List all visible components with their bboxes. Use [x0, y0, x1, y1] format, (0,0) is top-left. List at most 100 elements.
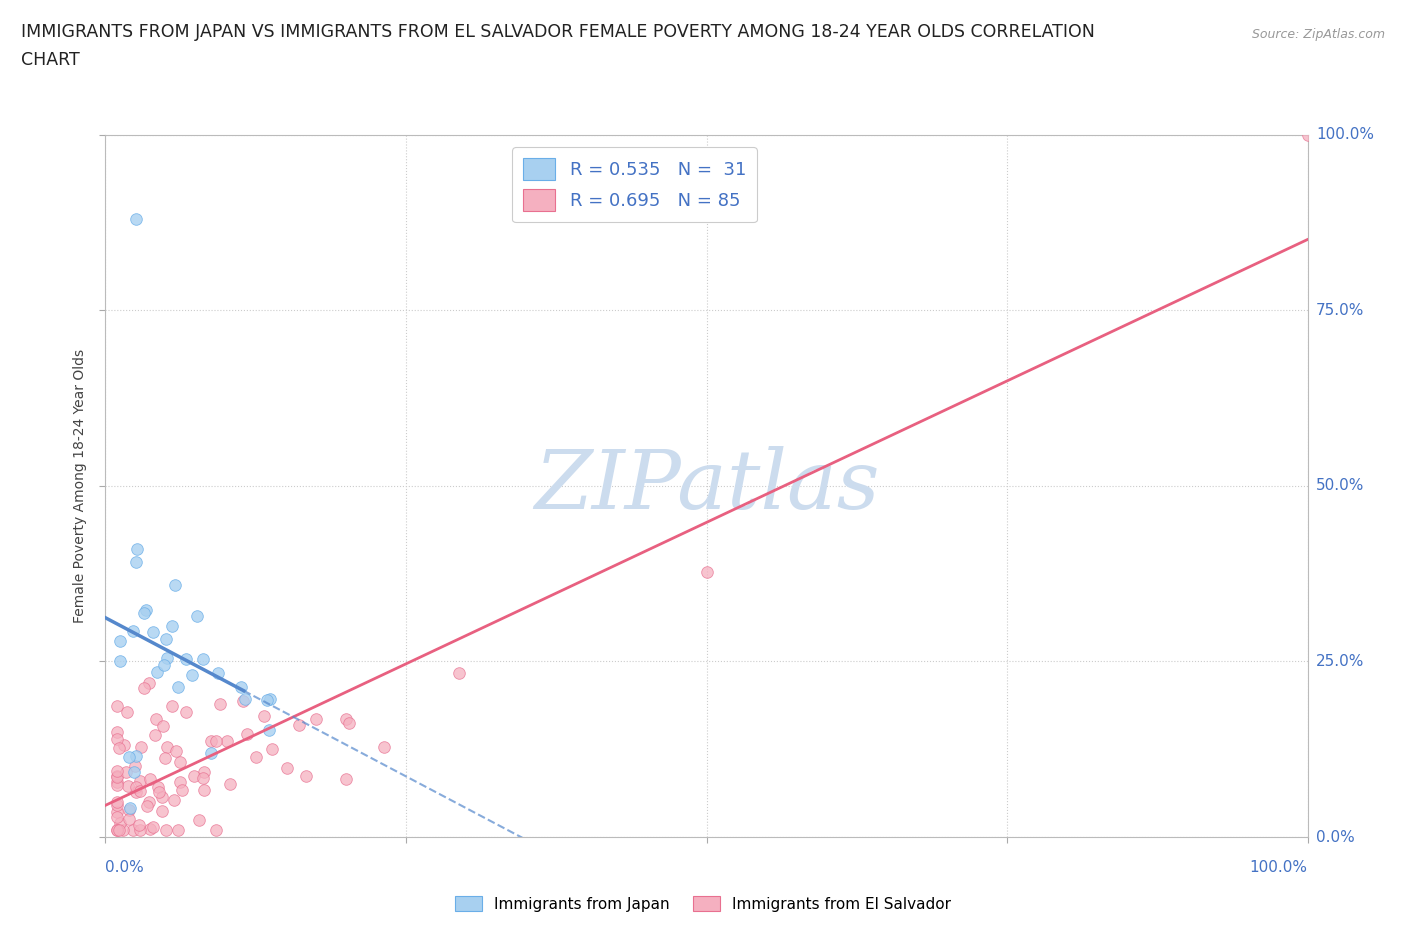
Point: [115, 705, 138, 720]
Point: [200, 734, 222, 749]
Text: 100.0%: 100.0%: [1316, 127, 1374, 142]
Point: [132, 605, 155, 620]
Point: [145, 664, 167, 679]
Point: [295, 768, 318, 783]
Point: [122, 764, 145, 779]
Point: [107, 822, 129, 837]
Point: [124, 749, 146, 764]
Point: [156, 650, 179, 665]
Point: [236, 726, 259, 741]
Point: [142, 820, 165, 835]
Point: [193, 652, 215, 667]
Text: 50.0%: 50.0%: [1316, 478, 1364, 494]
Point: [169, 774, 191, 789]
Point: [205, 734, 228, 749]
Point: [1296, 127, 1319, 142]
Point: [124, 779, 146, 794]
Point: [139, 772, 162, 787]
Point: [169, 754, 191, 769]
Point: [160, 618, 183, 633]
Point: [208, 697, 231, 711]
Point: [129, 783, 152, 798]
Point: [138, 795, 160, 810]
Point: [138, 675, 160, 690]
Text: CHART: CHART: [21, 51, 80, 69]
Point: [219, 777, 242, 791]
Point: [107, 698, 129, 713]
Point: [132, 681, 155, 696]
Point: [447, 666, 470, 681]
Point: [118, 803, 141, 817]
Point: [108, 816, 131, 830]
Point: [191, 771, 214, 786]
Point: [112, 822, 135, 837]
Point: [335, 772, 357, 787]
Point: [276, 761, 298, 776]
Point: [110, 653, 132, 668]
Point: [335, 711, 357, 726]
Point: [107, 731, 129, 746]
Legend: Immigrants from Japan, Immigrants from El Salvador: Immigrants from Japan, Immigrants from E…: [449, 889, 957, 918]
Point: [256, 693, 278, 708]
Point: [122, 822, 145, 837]
Point: [193, 764, 215, 779]
Point: [107, 810, 129, 825]
Point: [143, 728, 166, 743]
Text: IMMIGRANTS FROM JAPAN VS IMMIGRANTS FROM EL SALVADOR FEMALE POVERTY AMONG 18-24 : IMMIGRANTS FROM JAPAN VS IMMIGRANTS FROM…: [21, 23, 1095, 41]
Point: [142, 625, 165, 640]
Point: [148, 785, 170, 800]
Point: [305, 711, 328, 726]
Text: 100.0%: 100.0%: [1250, 860, 1308, 875]
Point: [245, 749, 267, 764]
Point: [107, 769, 129, 784]
Point: [193, 783, 215, 798]
Point: [167, 822, 190, 837]
Point: [107, 777, 129, 792]
Point: [124, 758, 146, 773]
Text: 75.0%: 75.0%: [1316, 303, 1364, 318]
Legend: R = 0.535   N =  31, R = 0.695   N = 85: R = 0.535 N = 31, R = 0.695 N = 85: [512, 147, 756, 222]
Text: ZIPatlas: ZIPatlas: [534, 445, 879, 526]
Point: [165, 578, 187, 592]
Point: [153, 751, 176, 765]
Point: [200, 745, 222, 760]
Point: [107, 794, 129, 809]
Point: [129, 739, 152, 754]
Point: [253, 709, 276, 724]
Text: 25.0%: 25.0%: [1316, 654, 1364, 669]
Point: [128, 817, 150, 832]
Point: [117, 778, 139, 793]
Point: [373, 739, 395, 754]
Point: [176, 704, 198, 719]
Point: [205, 822, 228, 837]
Point: [233, 692, 256, 707]
Text: 0.0%: 0.0%: [105, 860, 145, 875]
Point: [150, 804, 173, 818]
Point: [135, 603, 157, 618]
Point: [107, 770, 129, 785]
Point: [108, 634, 131, 649]
Point: [155, 631, 177, 646]
Point: [156, 740, 179, 755]
Point: [155, 822, 177, 837]
Point: [152, 658, 174, 672]
Point: [107, 822, 129, 837]
Point: [181, 667, 204, 682]
Point: [125, 542, 148, 557]
Point: [118, 811, 141, 826]
Point: [107, 798, 129, 813]
Point: [112, 737, 135, 752]
Point: [262, 742, 284, 757]
Point: [136, 799, 159, 814]
Point: [107, 724, 129, 739]
Point: [107, 804, 129, 819]
Point: [186, 608, 208, 623]
Point: [128, 822, 150, 837]
Point: [122, 624, 145, 639]
Point: [287, 718, 309, 733]
Point: [124, 212, 146, 227]
Point: [174, 651, 197, 666]
Point: [145, 711, 167, 726]
Point: [170, 782, 193, 797]
Point: [337, 715, 360, 730]
